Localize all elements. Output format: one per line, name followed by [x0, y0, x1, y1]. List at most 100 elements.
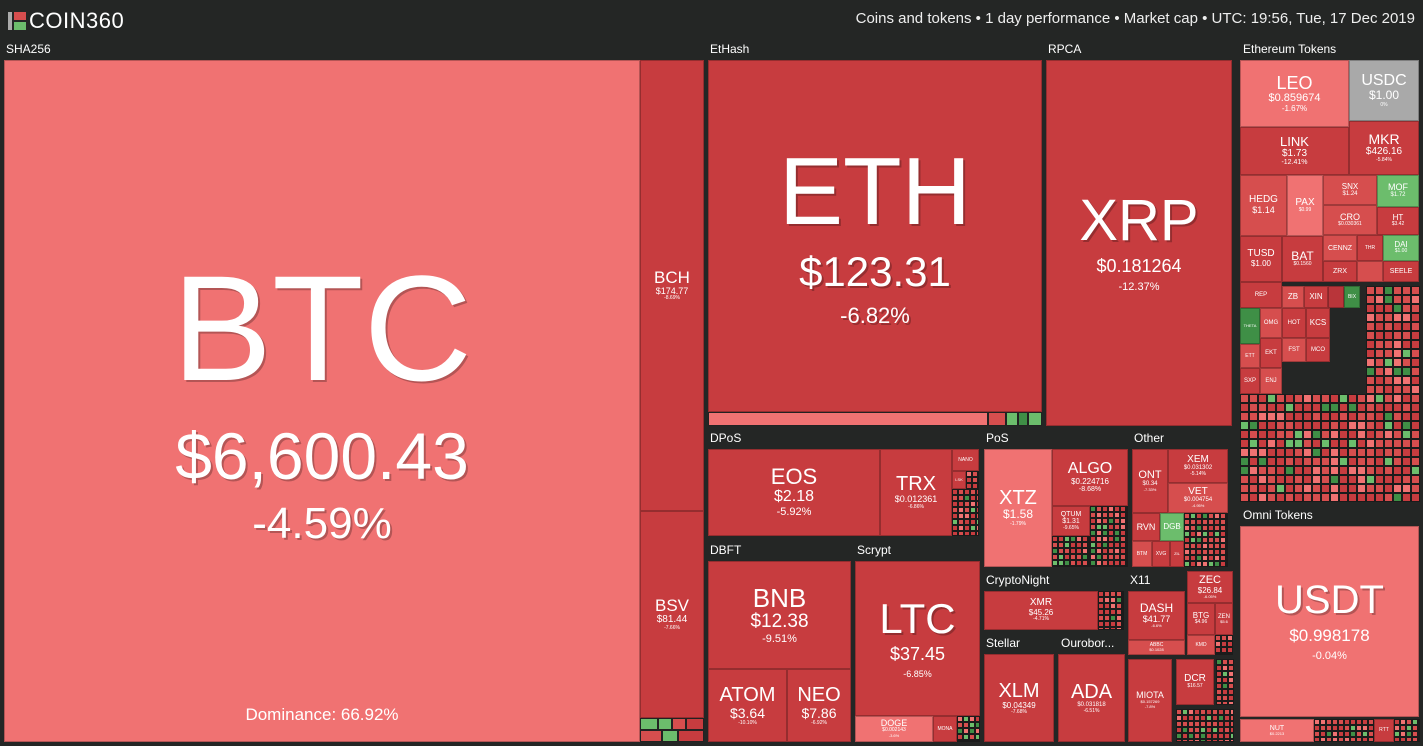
mini-coin-tile[interactable] — [952, 513, 958, 519]
mini-coin-tile[interactable] — [1090, 530, 1096, 536]
mini-coin-tile[interactable] — [966, 483, 972, 489]
mini-coin-tile[interactable] — [1220, 525, 1226, 531]
mini-coin-tile[interactable] — [1070, 560, 1076, 566]
mini-coin-tile[interactable] — [1366, 403, 1375, 412]
mini-coin-tile[interactable] — [1356, 725, 1362, 731]
mini-coin-tile[interactable] — [1249, 493, 1258, 502]
mini-coin-tile[interactable] — [1102, 548, 1108, 554]
mini-coin-tile[interactable] — [1406, 737, 1412, 742]
mini-coin-tile[interactable] — [1182, 733, 1188, 739]
mini-coin-tile[interactable] — [970, 531, 976, 536]
mini-coin-tile[interactable] — [1402, 304, 1411, 313]
mini-coin-tile[interactable] — [1357, 493, 1366, 502]
mini-coin-tile[interactable] — [1249, 466, 1258, 475]
mini-coin-tile[interactable] — [1375, 484, 1384, 493]
mini-coin-tile[interactable] — [1220, 561, 1226, 567]
mini-coin-tile[interactable] — [1285, 394, 1294, 403]
mini-coin-tile[interactable] — [1303, 475, 1312, 484]
mini-coin-tile[interactable] — [1366, 439, 1375, 448]
mini-coin-tile[interactable] — [1338, 737, 1344, 742]
mini-coin-tile[interactable] — [1338, 725, 1344, 731]
mini-coin-tile[interactable] — [1330, 403, 1339, 412]
tile-kcs[interactable]: KCS — [1306, 308, 1330, 338]
mini-coin-tile[interactable] — [970, 519, 976, 525]
mini-coin-tile[interactable] — [972, 483, 978, 489]
mini-coin-tile[interactable] — [1294, 448, 1303, 457]
mini-coin-tile[interactable] — [1216, 677, 1222, 683]
mini-coin-tile[interactable] — [958, 501, 964, 507]
mini-coin-tile[interactable] — [1412, 731, 1418, 737]
tile-btc[interactable]: BTC $6,600.43 -4.59% Dominance: 66.92% — [4, 60, 640, 742]
mini-coin-tile[interactable] — [1058, 554, 1064, 560]
mini-coin-tile[interactable] — [1258, 484, 1267, 493]
mini-coin-tile[interactable] — [1110, 621, 1116, 627]
mini-coin-tile[interactable] — [1267, 403, 1276, 412]
mini-coin-tile[interactable] — [1184, 549, 1190, 555]
mini-coin-tile[interactable] — [1230, 739, 1234, 742]
mini-coin-tile[interactable] — [1411, 484, 1420, 493]
mini-coin-tile[interactable] — [1228, 665, 1234, 671]
mini-coin-tile[interactable] — [1188, 709, 1194, 715]
mini-coin-tile[interactable] — [1108, 518, 1114, 524]
mini-coin-tile[interactable] — [1267, 457, 1276, 466]
mini-coin-tile[interactable] — [1294, 421, 1303, 430]
mini-coin-tile[interactable] — [1312, 475, 1321, 484]
mini-coin-tile[interactable] — [1104, 621, 1110, 627]
mini-coin-tile[interactable] — [1208, 531, 1214, 537]
mini-coin-tile[interactable] — [1312, 493, 1321, 502]
mini-coin-tile[interactable] — [975, 740, 980, 742]
mini-coin-tile[interactable] — [1230, 721, 1234, 727]
mini-coin-tile[interactable] — [1384, 304, 1393, 313]
mini-coin-tile[interactable] — [1228, 695, 1234, 701]
mini-coin-tile[interactable] — [1348, 403, 1357, 412]
mini-coin-tile[interactable] — [1393, 349, 1402, 358]
mini-coin-tile[interactable] — [966, 477, 972, 483]
mini-coin-tile[interactable] — [1120, 542, 1126, 548]
mini-coin-tile[interactable] — [1303, 493, 1312, 502]
mini-coin-tile[interactable] — [1096, 554, 1102, 560]
mini-coin-tile[interactable] — [1285, 439, 1294, 448]
tile-bsv[interactable]: BSV $81.44 -7.66% — [640, 511, 704, 718]
mini-coin-tile[interactable] — [1184, 525, 1190, 531]
mini-coin-tile[interactable] — [1339, 448, 1348, 457]
mini-coin-tile[interactable] — [1249, 421, 1258, 430]
mini-coin-tile[interactable] — [1096, 548, 1102, 554]
mini-coin-tile[interactable] — [1126, 566, 1128, 567]
mini-coin-tile[interactable] — [1052, 548, 1058, 554]
tile-xmr[interactable]: XMR $45.26 -4.71% — [984, 591, 1098, 630]
mini-coin-tile[interactable] — [1108, 512, 1114, 518]
mini-coin-tile[interactable] — [1366, 349, 1375, 358]
mini-coin-tile[interactable] — [1294, 475, 1303, 484]
mini-coin-tile[interactable] — [1226, 549, 1228, 555]
mini-coin-tile[interactable] — [1082, 566, 1088, 567]
mini-coin-tile[interactable] — [1058, 560, 1064, 566]
mini-coin-tile[interactable] — [1267, 484, 1276, 493]
mini-coin-tile[interactable] — [1384, 358, 1393, 367]
mini-coin-tile[interactable] — [1088, 560, 1090, 566]
mini-coin-tile[interactable] — [1216, 665, 1222, 671]
mini-coin-tile[interactable] — [1393, 367, 1402, 376]
mini-coin-tile[interactable] — [957, 734, 963, 740]
mini-coin-tile[interactable] — [1076, 566, 1082, 567]
mini-coin-tile[interactable] — [1110, 597, 1116, 603]
mini-coin-tile[interactable] — [1222, 665, 1228, 671]
mini-coin-tile[interactable] — [1184, 561, 1190, 567]
mini-coin-tile[interactable] — [1058, 566, 1064, 567]
mini-coin-tile[interactable] — [1224, 739, 1230, 742]
mini-coin-tile[interactable] — [1188, 739, 1194, 742]
mini-coin-tile[interactable] — [1176, 739, 1182, 742]
mini-coin-tile[interactable] — [1339, 484, 1348, 493]
mini-coin-tile[interactable] — [1228, 683, 1234, 689]
mini-coin-tile[interactable] — [1393, 475, 1402, 484]
mini-coin-tile[interactable] — [1090, 512, 1096, 518]
tile-bix[interactable]: BIX — [1344, 286, 1360, 308]
mini-coin-tile[interactable] — [1348, 448, 1357, 457]
mini-coin-tile[interactable] — [1375, 304, 1384, 313]
mini-coin-tile[interactable] — [1076, 560, 1082, 566]
tile-cell[interactable] — [1357, 261, 1383, 282]
mini-coin-tile[interactable] — [1285, 475, 1294, 484]
mini-coin-tile[interactable] — [1208, 519, 1214, 525]
mini-coin-tile[interactable] — [1196, 537, 1202, 543]
mini-coin-tile[interactable] — [1384, 475, 1393, 484]
mini-coin-tile[interactable] — [1182, 721, 1188, 727]
